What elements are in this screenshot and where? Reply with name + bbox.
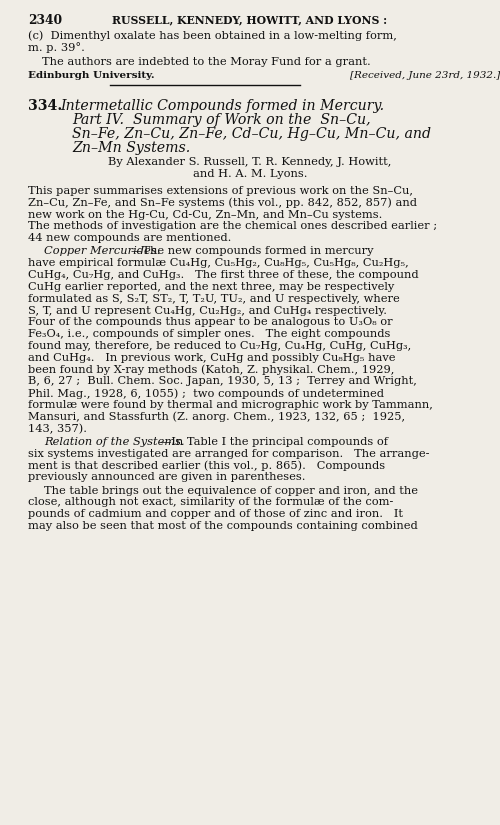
Text: been found by X-ray methods (Katoh, Z. physikal. Chem., 1929,: been found by X-ray methods (Katoh, Z. p… bbox=[28, 365, 394, 375]
Text: CuHg₄, Cu₇Hg, and CuHg₃.   The first three of these, the compound: CuHg₄, Cu₇Hg, and CuHg₃. The first three… bbox=[28, 270, 418, 281]
Text: RUSSELL, KENNEDY, HOWITT, AND LYONS :: RUSSELL, KENNEDY, HOWITT, AND LYONS : bbox=[112, 14, 388, 25]
Text: The methods of investigation are the chemical ones described earlier ;: The methods of investigation are the che… bbox=[28, 221, 437, 231]
Text: ment is that described earlier (this vol., p. 865).   Compounds: ment is that described earlier (this vol… bbox=[28, 460, 385, 471]
Text: Part IV.  Summary of Work on the  Sn–Cu,: Part IV. Summary of Work on the Sn–Cu, bbox=[72, 113, 370, 127]
Text: B, 6, 27 ;  Bull. Chem. Soc. Japan, 1930, 5, 13 ;  Terrey and Wright,: B, 6, 27 ; Bull. Chem. Soc. Japan, 1930,… bbox=[28, 376, 417, 386]
Text: Edinburgh University.: Edinburgh University. bbox=[28, 71, 154, 80]
Text: m. p. 39°.: m. p. 39°. bbox=[28, 42, 85, 53]
Text: (c)  Dimenthyl oxalate has been obtained in a low-melting form,: (c) Dimenthyl oxalate has been obtained … bbox=[28, 30, 397, 40]
Text: 44 new compounds are mentioned.: 44 new compounds are mentioned. bbox=[28, 233, 232, 243]
Text: may also be seen that most of the compounds containing combined: may also be seen that most of the compou… bbox=[28, 521, 418, 531]
Text: new work on the Hg-Cu, Cd-Cu, Zn–Mn, and Mn–Cu systems.: new work on the Hg-Cu, Cd-Cu, Zn–Mn, and… bbox=[28, 210, 382, 219]
Text: Mansuri, and Stassfurth (Z. anorg. Chem., 1923, 132, 65 ;  1925,: Mansuri, and Stassfurth (Z. anorg. Chem.… bbox=[28, 412, 405, 422]
Text: By Alexander S. Russell, T. R. Kennedy, J. Howitt,: By Alexander S. Russell, T. R. Kennedy, … bbox=[108, 157, 392, 167]
Text: have empirical formulæ Cu₄Hg, Cu₅Hg₂, Cu₈Hg₅, Cu₅Hg₈, Cu₂Hg₅,: have empirical formulæ Cu₄Hg, Cu₅Hg₂, Cu… bbox=[28, 258, 409, 268]
Text: [Received, June 23rd, 1932.]: [Received, June 23rd, 1932.] bbox=[350, 71, 500, 80]
Text: found may, therefore, be reduced to Cu₇Hg, Cu₄Hg, CuHg, CuHg₃,: found may, therefore, be reduced to Cu₇H… bbox=[28, 341, 411, 351]
Text: Copper Mercurides.: Copper Mercurides. bbox=[44, 247, 160, 257]
Text: —The new compounds formed in mercury: —The new compounds formed in mercury bbox=[132, 247, 374, 257]
Text: Fe₃O₄, i.e., compounds of simpler ones.   The eight compounds: Fe₃O₄, i.e., compounds of simpler ones. … bbox=[28, 329, 390, 339]
Text: Zn–Mn Systems.: Zn–Mn Systems. bbox=[72, 141, 190, 155]
Text: and CuHg₄.   In previous work, CuHg and possibly Cu₈Hg₅ have: and CuHg₄. In previous work, CuHg and po… bbox=[28, 353, 396, 363]
Text: CuHg earlier reported, and the next three, may be respectively: CuHg earlier reported, and the next thre… bbox=[28, 282, 394, 292]
Text: pounds of cadmium and copper and of those of zinc and iron.   It: pounds of cadmium and copper and of thos… bbox=[28, 509, 403, 519]
Text: The table brings out the equivalence of copper and iron, and the: The table brings out the equivalence of … bbox=[44, 485, 418, 496]
Text: formulæ were found by thermal and micrographic work by Tammann,: formulæ were found by thermal and microg… bbox=[28, 400, 433, 410]
Text: formulated as S, S₂T, ST₂, T, T₂U, TU₂, and U respectively, where: formulated as S, S₂T, ST₂, T, T₂U, TU₂, … bbox=[28, 294, 400, 304]
Text: Zn–Cu, Zn–Fe, and Sn–Fe systems (this vol., pp. 842, 852, 857) and: Zn–Cu, Zn–Fe, and Sn–Fe systems (this vo… bbox=[28, 198, 417, 209]
Text: Sn–Fe, Zn–Cu, Zn–Fe, Cd–Cu, Hg–Cu, Mn–Cu, and: Sn–Fe, Zn–Cu, Zn–Fe, Cd–Cu, Hg–Cu, Mn–Cu… bbox=[72, 127, 431, 141]
Text: and H. A. M. Lyons.: and H. A. M. Lyons. bbox=[193, 169, 307, 179]
Text: S, T, and U represent Cu₄Hg, Cu₂Hg₂, and CuHg₄ respectively.: S, T, and U represent Cu₄Hg, Cu₂Hg₂, and… bbox=[28, 305, 387, 315]
Text: Phil. Mag., 1928, 6, 1055) ;  two compounds of undetermined: Phil. Mag., 1928, 6, 1055) ; two compoun… bbox=[28, 388, 384, 398]
Text: previously announced are given in parentheses.: previously announced are given in parent… bbox=[28, 472, 305, 482]
Text: close, although not exact, similarity of the formulæ of the com-: close, although not exact, similarity of… bbox=[28, 497, 394, 507]
Text: The authors are indebted to the Moray Fund for a grant.: The authors are indebted to the Moray Fu… bbox=[42, 57, 371, 67]
Text: Four of the compounds thus appear to be analogous to U₃O₈ or: Four of the compounds thus appear to be … bbox=[28, 318, 392, 328]
Text: Relation of the Systems.: Relation of the Systems. bbox=[44, 436, 184, 447]
Text: —In Table I the principal compounds of: —In Table I the principal compounds of bbox=[160, 436, 388, 447]
Text: 334.: 334. bbox=[28, 99, 62, 113]
Text: 143, 357).: 143, 357). bbox=[28, 423, 87, 434]
Text: This paper summarises extensions of previous work on the Sn–Cu,: This paper summarises extensions of prev… bbox=[28, 186, 413, 196]
Text: 2340: 2340 bbox=[28, 14, 62, 27]
Text: Intermetallic Compounds formed in Mercury.: Intermetallic Compounds formed in Mercur… bbox=[60, 99, 384, 113]
Text: six systems investigated are arranged for comparison.   The arrange-: six systems investigated are arranged fo… bbox=[28, 449, 429, 459]
